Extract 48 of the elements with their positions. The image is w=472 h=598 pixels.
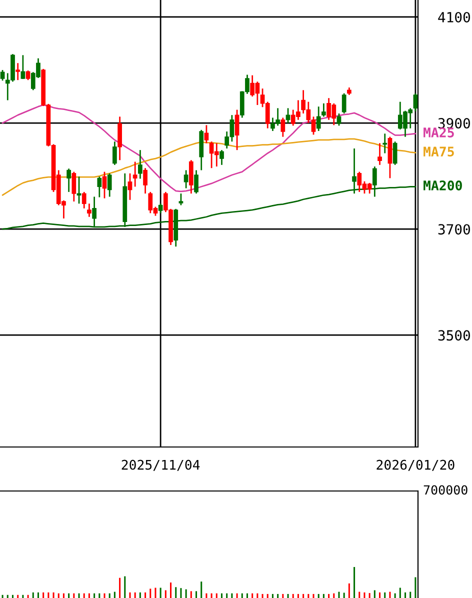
y-tick-label: 4100: [438, 12, 470, 22]
candlestick: [76, 176, 82, 204]
candlestick: [194, 170, 198, 194]
y-tick-label: 3700: [438, 224, 470, 235]
candlestick: [107, 172, 112, 198]
candlestick: [378, 142, 382, 166]
x-tick-label: 2025/11/04: [122, 460, 200, 471]
candlestick: [66, 168, 71, 193]
candlestick: [128, 172, 132, 201]
candlestick: [413, 92, 418, 112]
candlestick: [0, 69, 5, 82]
candlestick: [336, 112, 342, 126]
candlestick: [97, 176, 102, 198]
line-series: [2, 104, 416, 192]
candlestick: [143, 167, 148, 194]
series-label: MA200: [424, 180, 462, 190]
line-series: [2, 138, 416, 196]
candlestick: [118, 116, 122, 161]
candlestick: [204, 124, 209, 144]
candlestick: [102, 171, 107, 200]
candlestick: [322, 102, 326, 118]
candlestick: [112, 140, 117, 166]
candlestick: [342, 92, 346, 114]
candlestick: [26, 70, 30, 81]
candlestick: [184, 170, 188, 189]
series-label: MA75: [424, 146, 454, 157]
candlestick: [87, 202, 92, 218]
candlestick: [82, 191, 86, 210]
candlestick: [234, 109, 240, 151]
candlestick: [138, 149, 142, 180]
candlestick: [280, 117, 286, 138]
candlestick: [316, 106, 321, 132]
series-label: MA25: [424, 127, 454, 138]
candlestick: [16, 62, 20, 81]
candlestick: [382, 132, 388, 154]
candlestick: [392, 140, 398, 166]
candlestick: [132, 161, 138, 188]
text: 700000: [424, 485, 468, 495]
candlestick: [220, 149, 224, 166]
candlestick: [188, 159, 194, 194]
candlestick: [72, 171, 76, 202]
candlestick: [178, 192, 184, 206]
candlestick: [20, 54, 26, 80]
candlestick: [286, 107, 290, 124]
x-tick-label: 2026/01/20: [376, 460, 454, 471]
y-tick-label: 3900: [438, 118, 470, 129]
y-tick-label: 3500: [438, 330, 470, 341]
candlestick: [158, 202, 163, 214]
